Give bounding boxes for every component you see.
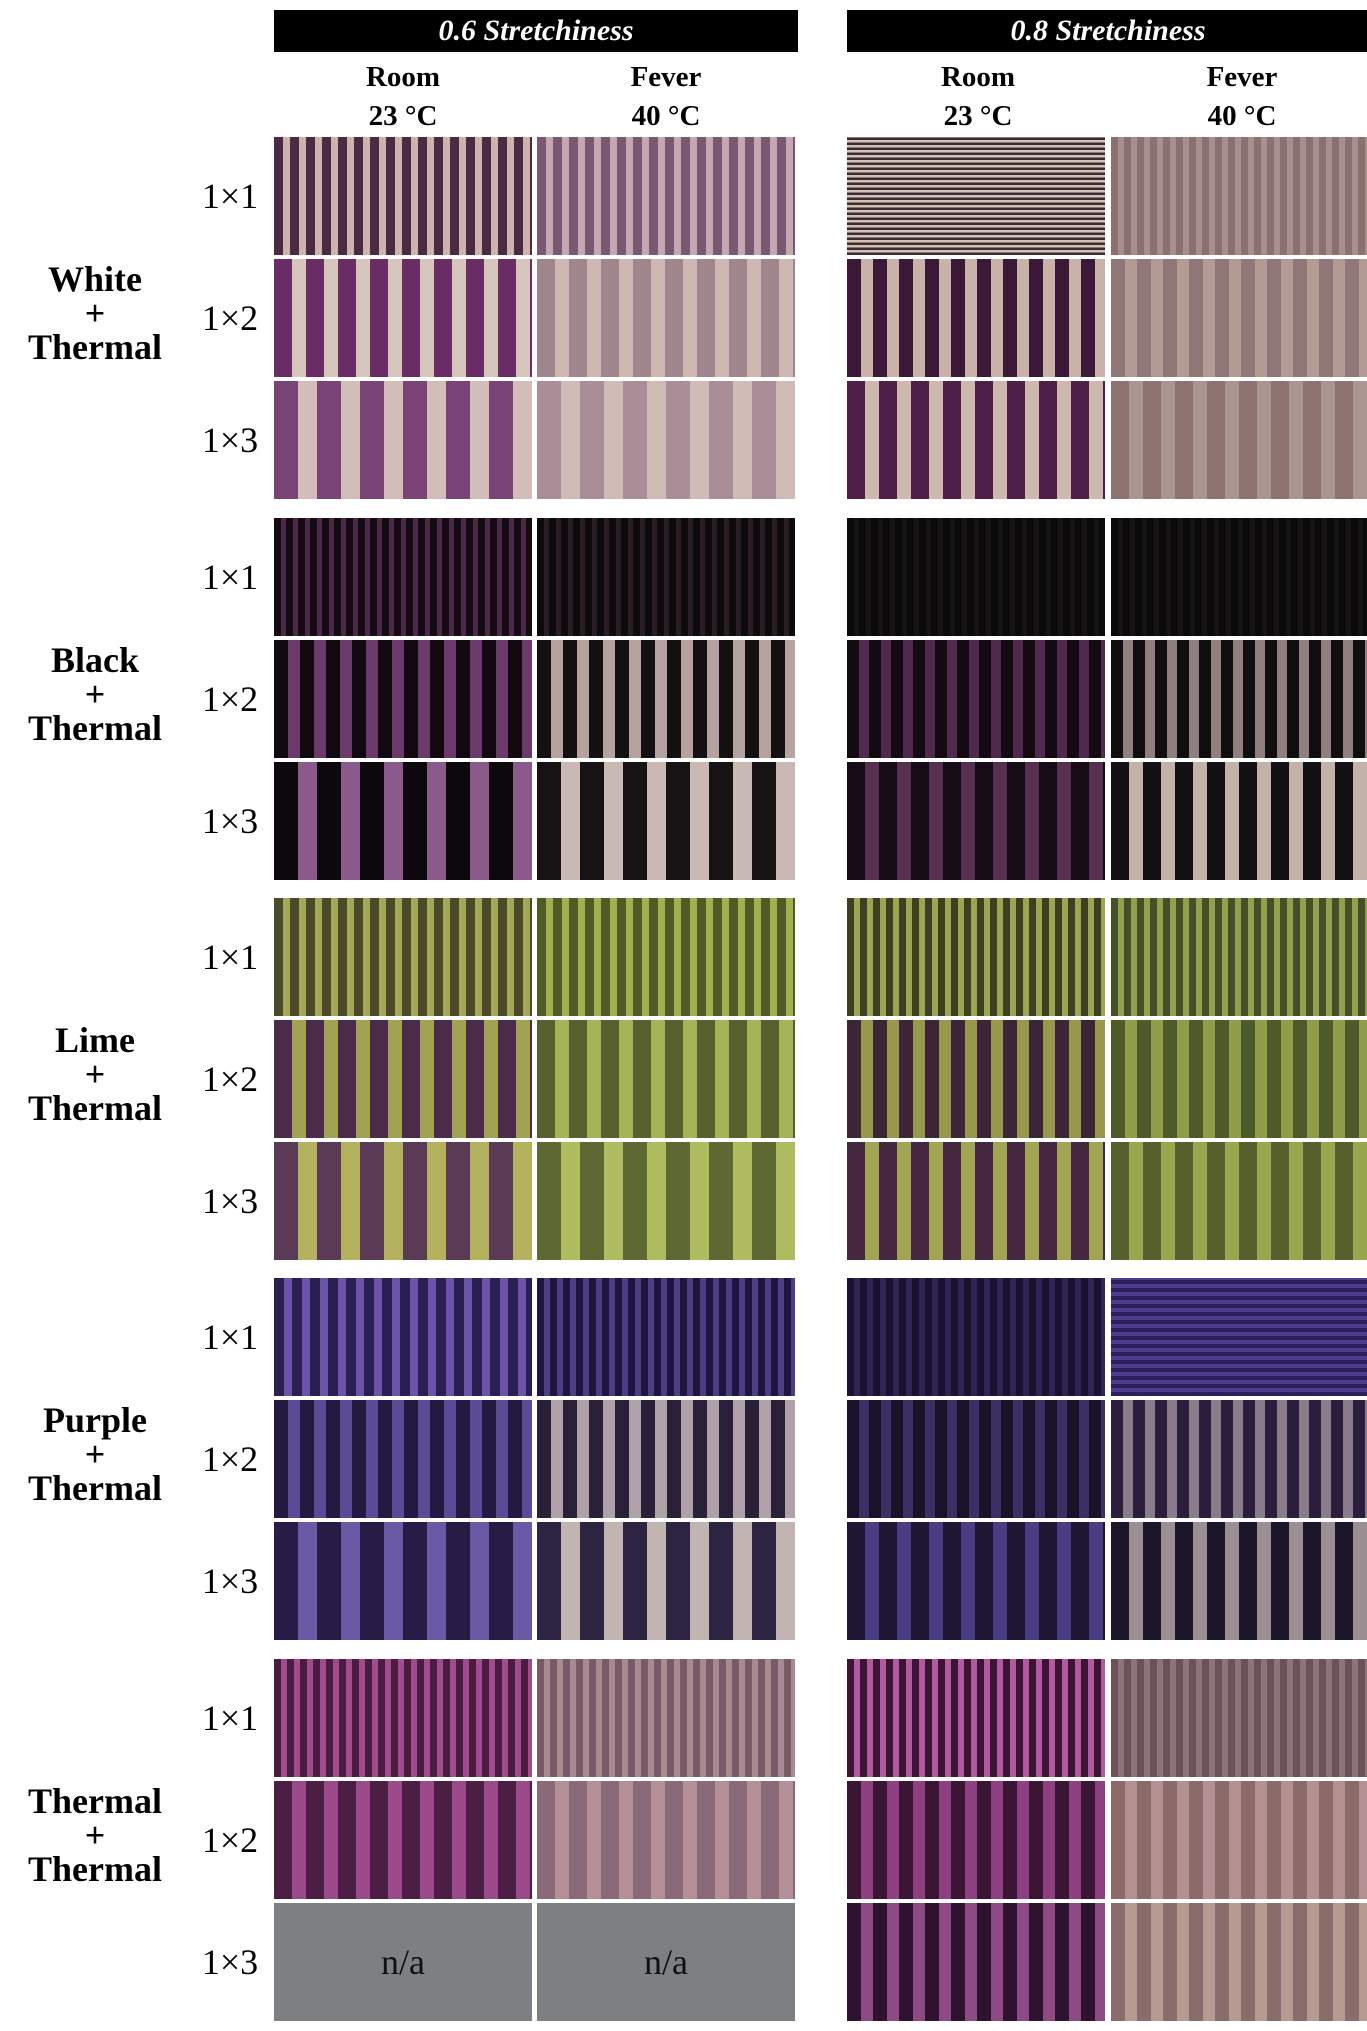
fabric-swatch-image bbox=[1111, 381, 1367, 499]
fabric-swatch-image bbox=[847, 898, 1105, 1016]
group-label-black: Black + Thermal bbox=[28, 640, 162, 748]
fabric-swatch-image bbox=[1111, 762, 1367, 880]
fabric-swatch-image bbox=[274, 1659, 532, 1777]
fabric-swatch-image bbox=[537, 1522, 795, 1640]
row-label: 1×1 bbox=[201, 557, 259, 597]
fabric-swatch-image bbox=[274, 1278, 532, 1396]
row-label: 1×1 bbox=[201, 937, 259, 977]
fabric-swatch-image bbox=[847, 640, 1105, 758]
fabric-swatch-image bbox=[1111, 898, 1367, 1016]
fabric-swatch-image bbox=[274, 640, 532, 758]
row-label: 1×2 bbox=[201, 1439, 259, 1479]
column-header-fever-0-8: Fever 40 °C bbox=[1206, 61, 1278, 132]
row-label: 1×2 bbox=[201, 298, 259, 338]
row-label: 1×1 bbox=[201, 176, 259, 216]
fabric-swatch-image bbox=[1111, 518, 1367, 636]
column-header-room-0-8: Room 23 °C bbox=[940, 61, 1016, 132]
fabric-swatch-image bbox=[847, 518, 1105, 636]
row-label: 1×1 bbox=[201, 1698, 259, 1738]
row-label: 1×3 bbox=[201, 801, 259, 841]
fabric-swatch-image bbox=[537, 518, 795, 636]
fabric-swatch-image bbox=[274, 1020, 532, 1138]
fabric-swatch-image bbox=[847, 1020, 1105, 1138]
fabric-swatch-image bbox=[537, 762, 795, 880]
fabric-swatch-image bbox=[1111, 1781, 1367, 1899]
row-label: 1×2 bbox=[201, 1820, 259, 1860]
fabric-swatch-image bbox=[537, 1781, 795, 1899]
fabric-swatch-image bbox=[537, 137, 795, 255]
fabric-swatch-image bbox=[847, 1142, 1105, 1260]
header-0-8-stretchiness: 0.8 Stretchiness bbox=[847, 10, 1367, 52]
fabric-swatch-image bbox=[847, 1522, 1105, 1640]
fabric-swatch-image bbox=[274, 762, 532, 880]
fabric-swatch-image bbox=[274, 1781, 532, 1899]
fabric-swatch-image bbox=[537, 898, 795, 1016]
fabric-swatch-image bbox=[274, 1522, 532, 1640]
fabric-swatch-image bbox=[537, 259, 795, 377]
fabric-swatch-image bbox=[537, 1659, 795, 1777]
fabric-swatch-image bbox=[847, 381, 1105, 499]
fabric-swatch-image bbox=[274, 518, 532, 636]
fabric-swatch-image bbox=[1111, 1142, 1367, 1260]
fabric-swatch-image bbox=[274, 259, 532, 377]
fabric-swatch-image bbox=[847, 762, 1105, 880]
fabric-swatch-image bbox=[274, 1142, 532, 1260]
row-label: 1×2 bbox=[201, 679, 259, 719]
fabric-swatch-image bbox=[274, 381, 532, 499]
fabric-swatch-image bbox=[847, 137, 1105, 255]
fabric-swatch-image bbox=[274, 1400, 532, 1518]
fabric-swatch-image bbox=[537, 1278, 795, 1396]
fabric-swatch-image bbox=[847, 1903, 1105, 2021]
fabric-swatch-image bbox=[274, 898, 532, 1016]
fabric-swatch-image bbox=[1111, 259, 1367, 377]
row-label: 1×3 bbox=[201, 1181, 259, 1221]
fabric-swatch-image bbox=[537, 1400, 795, 1518]
fabric-swatch-image bbox=[1111, 1903, 1367, 2021]
group-label-white: White + Thermal bbox=[28, 259, 162, 367]
swatch-not-available: n/a bbox=[274, 1903, 532, 2021]
fabric-swatch-image bbox=[1111, 640, 1367, 758]
header-0-6-stretchiness: 0.6 Stretchiness bbox=[274, 10, 798, 52]
fabric-swatch-image bbox=[847, 1278, 1105, 1396]
group-label-purple: Purple + Thermal bbox=[28, 1400, 162, 1508]
fabric-swatch-image bbox=[847, 1781, 1105, 1899]
fabric-swatch-image bbox=[847, 1659, 1105, 1777]
fabric-swatch-image bbox=[847, 259, 1105, 377]
group-label-lime: Lime + Thermal bbox=[28, 1020, 162, 1128]
swatch-not-available: n/a bbox=[537, 1903, 795, 2021]
column-header-room-0-6: Room 23 °C bbox=[365, 61, 441, 132]
fabric-swatch-image bbox=[1111, 1400, 1367, 1518]
row-label: 1×1 bbox=[201, 1317, 259, 1357]
row-label: 1×3 bbox=[201, 420, 259, 460]
fabric-swatch-image bbox=[537, 381, 795, 499]
group-label-thermal: Thermal + Thermal bbox=[28, 1781, 162, 1889]
fabric-swatch-image bbox=[1111, 1278, 1367, 1396]
column-header-fever-0-6: Fever 40 °C bbox=[630, 61, 702, 132]
fabric-swatch-image bbox=[537, 1142, 795, 1260]
fabric-swatch-image bbox=[537, 1020, 795, 1138]
fabric-swatch-image bbox=[1111, 1020, 1367, 1138]
row-label: 1×3 bbox=[201, 1942, 259, 1982]
fabric-swatch-image bbox=[1111, 137, 1367, 255]
fabric-swatch-image bbox=[1111, 1659, 1367, 1777]
fabric-swatch-image bbox=[274, 137, 532, 255]
row-label: 1×3 bbox=[201, 1561, 259, 1601]
fabric-swatch-image bbox=[537, 640, 795, 758]
fabric-swatch-image bbox=[1111, 1522, 1367, 1640]
fabric-swatch-image bbox=[847, 1400, 1105, 1518]
row-label: 1×2 bbox=[201, 1059, 259, 1099]
